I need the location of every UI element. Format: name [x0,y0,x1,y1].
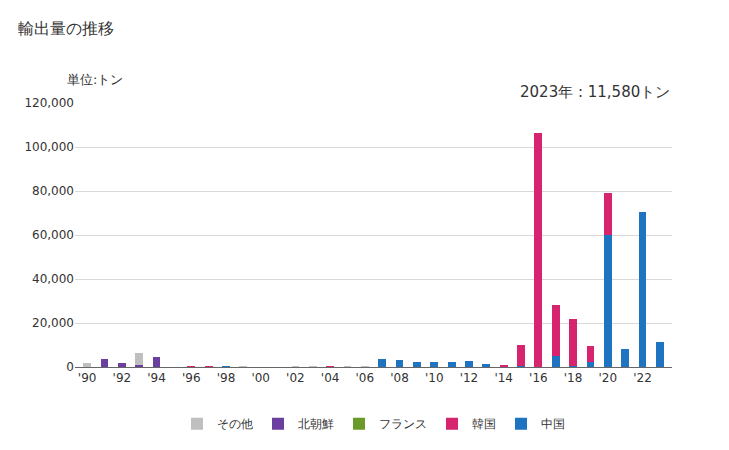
svg-text:単位:トン: 単位:トン [67,72,123,87]
svg-text:中国: 中国 [541,417,565,431]
svg-text:80,000: 80,000 [32,184,74,198]
svg-text:'14: '14 [494,371,513,385]
svg-text:'90: '90 [78,371,97,385]
svg-text:100,000: 100,000 [24,140,74,154]
svg-text:20,000: 20,000 [32,316,74,330]
svg-text:'08: '08 [390,371,409,385]
svg-text:フランス: フランス [379,417,427,431]
svg-text:'96: '96 [182,371,201,385]
svg-text:その他: その他 [217,417,253,431]
svg-text:'12: '12 [460,371,479,385]
svg-text:韓国: 韓国 [472,417,496,431]
svg-text:'10: '10 [425,371,444,385]
svg-text:'22: '22 [633,371,652,385]
svg-text:'02: '02 [286,371,305,385]
svg-text:120,000: 120,000 [24,96,74,110]
svg-text:60,000: 60,000 [32,228,74,242]
svg-text:輸出量の推移: 輸出量の推移 [18,19,114,38]
svg-text:'04: '04 [321,371,340,385]
svg-text:0: 0 [66,360,74,374]
svg-text:北朝鮮: 北朝鮮 [298,417,334,431]
svg-text:'18: '18 [564,371,583,385]
svg-text:40,000: 40,000 [32,272,74,286]
svg-text:'00: '00 [251,371,270,385]
svg-text:2023年 : 11,580トン: 2023年 : 11,580トン [520,83,670,101]
svg-text:'06: '06 [356,371,375,385]
svg-text:'16: '16 [529,371,548,385]
svg-text:'98: '98 [217,371,236,385]
svg-text:'20: '20 [599,371,618,385]
svg-text:'94: '94 [147,371,166,385]
svg-text:'92: '92 [113,371,132,385]
